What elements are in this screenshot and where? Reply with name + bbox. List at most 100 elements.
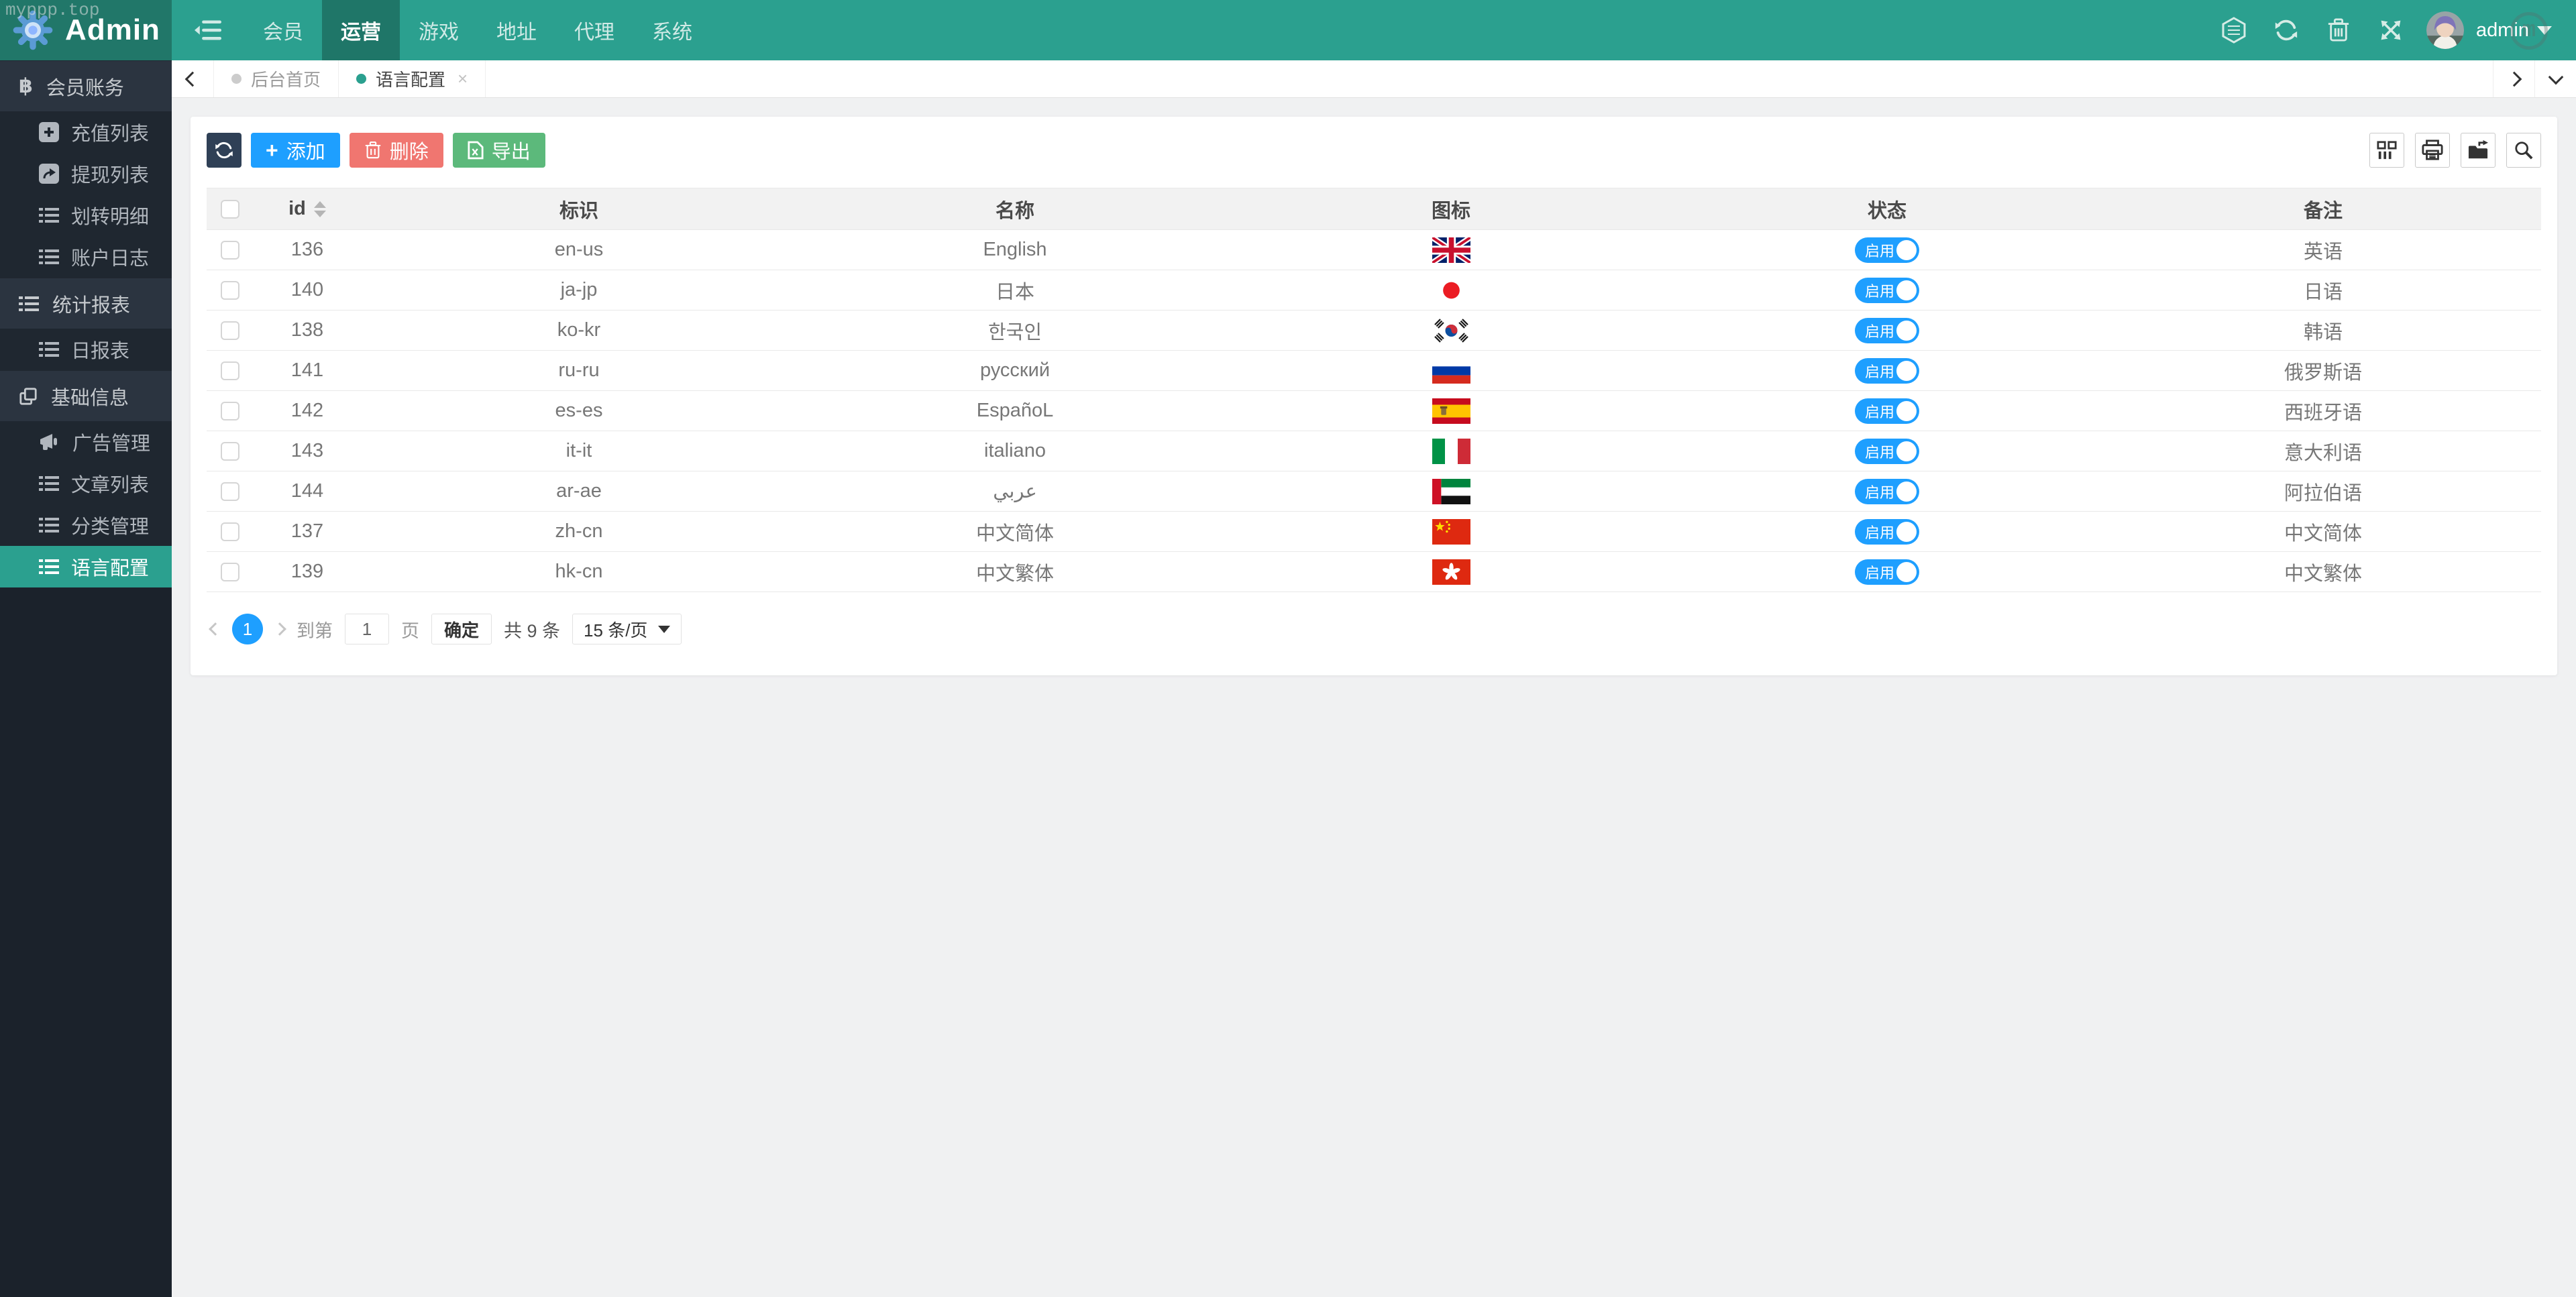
korea-flag bbox=[1432, 317, 1470, 343]
col-status: 状态 bbox=[1669, 188, 2105, 230]
logo[interactable]: Admin bbox=[0, 0, 172, 60]
toggle-knob bbox=[1896, 521, 1917, 542]
hongkong-flag bbox=[1432, 559, 1470, 585]
sidebar-item[interactable]: 账户日志 bbox=[0, 236, 172, 278]
sort-icon[interactable] bbox=[313, 201, 326, 218]
tab-bar: 后台首页 语言配置 × bbox=[172, 60, 2576, 98]
cell-name: English bbox=[797, 229, 1233, 270]
page-input[interactable] bbox=[345, 614, 389, 644]
current-page[interactable]: 1 bbox=[232, 614, 263, 644]
export-tool-button[interactable] bbox=[2461, 133, 2496, 168]
status-toggle[interactable]: 启用 bbox=[1855, 518, 1919, 545]
add-button[interactable]: + 添加 bbox=[251, 133, 340, 168]
nav-item[interactable]: 代理 bbox=[574, 21, 614, 44]
uae-flag bbox=[1432, 478, 1470, 504]
cell-remark: 阿拉伯语 bbox=[2105, 471, 2541, 512]
sidebar-item[interactable]: 语言配置 bbox=[0, 546, 172, 587]
cell-remark: 中文简体 bbox=[2105, 511, 2541, 552]
export-button[interactable]: 导出 bbox=[452, 133, 545, 168]
nav-item[interactable]: 地址 bbox=[496, 21, 537, 44]
row-checkbox[interactable] bbox=[221, 281, 239, 300]
toggle-knob bbox=[1896, 400, 1917, 421]
tab-close-icon[interactable]: × bbox=[458, 68, 468, 89]
cell-flag bbox=[1233, 350, 1669, 391]
status-toggle[interactable]: 启用 bbox=[1855, 559, 1919, 585]
tabs-scroll-left-button[interactable] bbox=[172, 60, 213, 97]
status-toggle[interactable]: 启用 bbox=[1855, 357, 1919, 384]
menu-fold-button[interactable] bbox=[172, 0, 244, 60]
uae-flag bbox=[1432, 478, 1470, 504]
prev-page-button[interactable] bbox=[209, 622, 222, 636]
tabs-scroll-right-button[interactable] bbox=[2493, 60, 2534, 97]
row-checkbox[interactable] bbox=[221, 482, 239, 502]
status-toggle[interactable]: 启用 bbox=[1855, 237, 1919, 263]
refresh-button[interactable] bbox=[2260, 0, 2312, 60]
select-all-checkbox[interactable] bbox=[221, 200, 239, 219]
col-remark: 备注 bbox=[2105, 188, 2541, 230]
cell-name: 中文简体 bbox=[797, 511, 1233, 552]
sidebar-item[interactable]: 提现列表 bbox=[0, 153, 172, 194]
page-size-select[interactable]: 15 条/页 bbox=[572, 614, 682, 644]
delete-button[interactable]: 删除 bbox=[349, 133, 443, 168]
toggle-knob bbox=[1896, 239, 1917, 260]
refresh-table-button[interactable] bbox=[207, 133, 241, 168]
row-checkbox[interactable] bbox=[221, 321, 239, 341]
sidebar-item[interactable]: 划转明细 bbox=[0, 194, 172, 236]
sidebar-item[interactable]: 日报表 bbox=[0, 329, 172, 370]
col-id[interactable]: id bbox=[254, 188, 361, 230]
nav-item[interactable]: 会员 bbox=[263, 21, 303, 44]
cell-id: 136 bbox=[254, 229, 361, 270]
nav-item[interactable]: 系统 bbox=[652, 21, 692, 44]
cell-flag bbox=[1233, 471, 1669, 512]
avatar[interactable] bbox=[2426, 11, 2464, 49]
fullscreen-button[interactable] bbox=[2365, 0, 2417, 60]
confirm-page-button[interactable]: 确定 bbox=[431, 614, 492, 644]
search-tool-button[interactable] bbox=[2506, 133, 2541, 168]
row-checkbox[interactable] bbox=[221, 361, 239, 381]
nav-item[interactable]: 运营 bbox=[322, 0, 400, 60]
status-toggle[interactable]: 启用 bbox=[1855, 398, 1919, 424]
toggle-knob bbox=[1896, 320, 1917, 341]
sidebar-section[interactable]: 统计报表 bbox=[0, 278, 172, 329]
status-toggle[interactable]: 启用 bbox=[1855, 317, 1919, 343]
user-menu[interactable]: admin bbox=[2476, 19, 2552, 42]
print-tool-button[interactable] bbox=[2415, 133, 2450, 168]
tabs-menu-button[interactable] bbox=[2534, 60, 2576, 97]
row-checkbox[interactable] bbox=[221, 522, 239, 542]
next-page-button[interactable] bbox=[273, 622, 286, 636]
row-checkbox[interactable] bbox=[221, 563, 239, 582]
cell-remark: 俄罗斯语 bbox=[2105, 350, 2541, 391]
cell-code: en-us bbox=[361, 229, 797, 270]
nav-item[interactable]: 游戏 bbox=[419, 21, 459, 44]
cell-flag bbox=[1233, 270, 1669, 311]
brand-title: Admin bbox=[65, 13, 160, 46]
status-toggle[interactable]: 启用 bbox=[1855, 438, 1919, 464]
top-navbar: Admin 会员 运营 游戏 地址 代理 系统 admin m bbox=[0, 0, 2576, 60]
sidebar-item[interactable]: 充值列表 bbox=[0, 111, 172, 153]
row-checkbox[interactable] bbox=[221, 402, 239, 421]
row-checkbox[interactable] bbox=[221, 241, 239, 260]
clear-cache-button[interactable] bbox=[2312, 0, 2365, 60]
table-row: 142 es-es EspañoL 启用 西班牙语 bbox=[207, 390, 2541, 431]
sidebar-section[interactable]: ฿会员账务 bbox=[0, 60, 172, 111]
sidebar-item[interactable]: 广告管理 bbox=[0, 421, 172, 463]
table-row: 141 ru-ru русский 启用 俄罗斯语 bbox=[207, 350, 2541, 391]
columns-tool-button[interactable] bbox=[2369, 133, 2404, 168]
chevron-down-icon bbox=[2548, 69, 2563, 84]
sidebar-item[interactable]: 分类管理 bbox=[0, 504, 172, 546]
theme-button[interactable] bbox=[2208, 0, 2260, 60]
cell-code: zh-cn bbox=[361, 511, 797, 552]
cell-code: ar-ae bbox=[361, 471, 797, 512]
status-toggle[interactable]: 启用 bbox=[1855, 277, 1919, 303]
status-toggle[interactable]: 启用 bbox=[1855, 478, 1919, 504]
cell-name: EspañoL bbox=[797, 390, 1233, 431]
cell-code: it-it bbox=[361, 431, 797, 471]
fullscreen-icon bbox=[2379, 18, 2403, 42]
tab[interactable]: 后台首页 bbox=[213, 60, 339, 97]
row-checkbox[interactable] bbox=[221, 442, 239, 461]
sidebar-item[interactable]: 文章列表 bbox=[0, 463, 172, 504]
tab[interactable]: 语言配置 × bbox=[339, 60, 486, 97]
cell-code: ru-ru bbox=[361, 350, 797, 391]
sidebar-section[interactable]: 基础信息 bbox=[0, 370, 172, 421]
cell-id: 143 bbox=[254, 431, 361, 471]
